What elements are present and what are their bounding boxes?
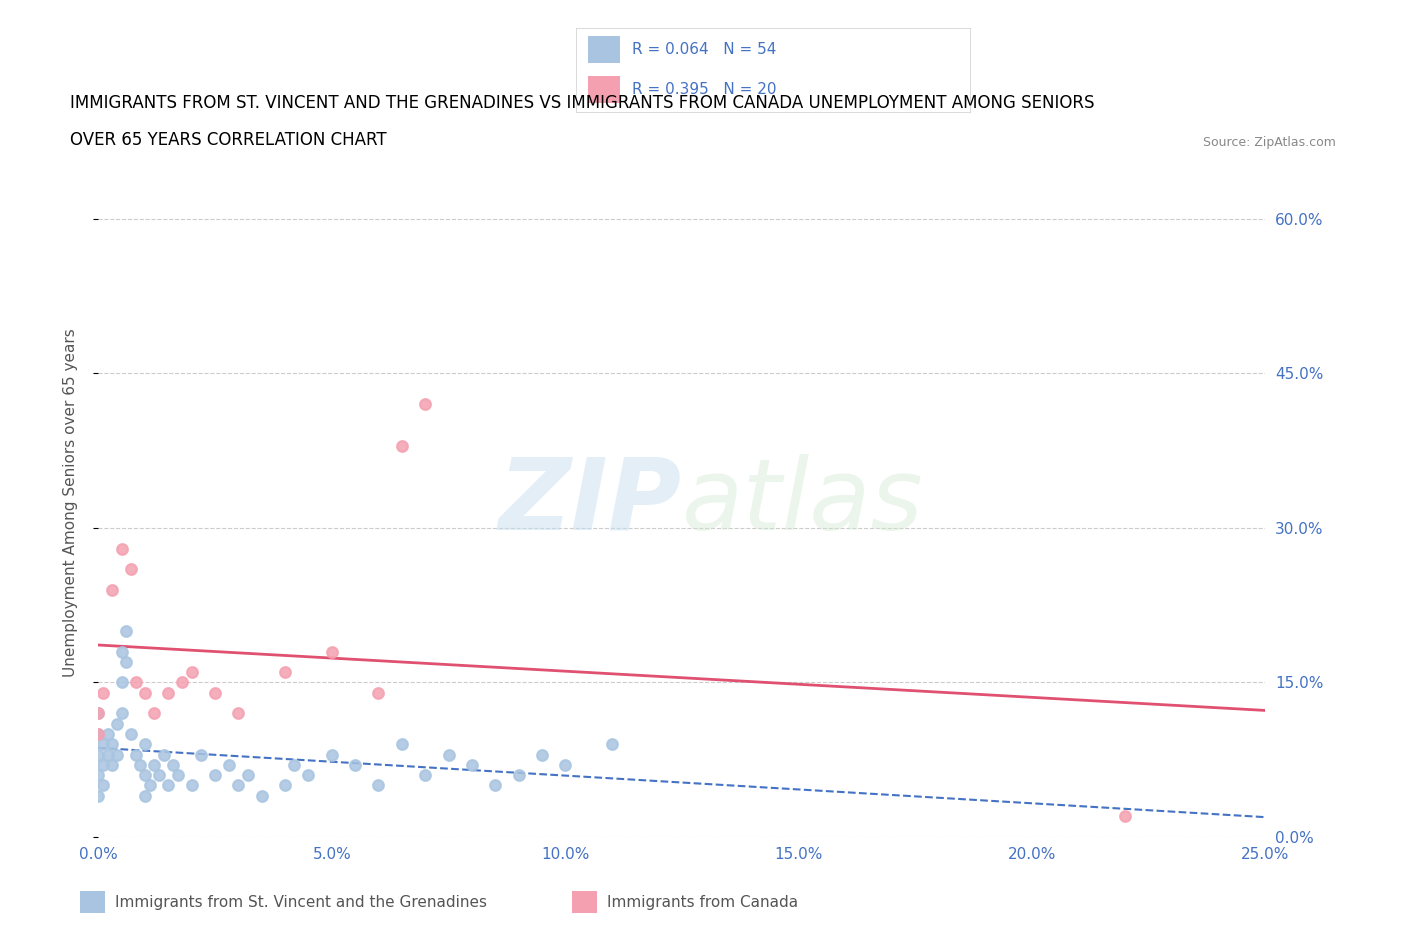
Point	[129, 757, 152, 772]
Text: Source: ZipAtlas.com: Source: ZipAtlas.com	[1202, 136, 1336, 149]
Point	[204, 768, 226, 783]
Point	[413, 768, 436, 783]
Point	[391, 438, 413, 453]
Point	[115, 623, 138, 638]
Point	[283, 757, 305, 772]
Point	[172, 675, 194, 690]
Point	[190, 747, 212, 762]
Point	[274, 665, 297, 680]
Point	[125, 675, 148, 690]
Point	[297, 768, 319, 783]
Point	[91, 737, 114, 751]
Point	[508, 768, 530, 783]
Point	[115, 655, 138, 670]
Point	[87, 789, 110, 804]
Point	[91, 685, 114, 700]
Point	[250, 789, 273, 804]
Text: OVER 65 YEARS CORRELATION CHART: OVER 65 YEARS CORRELATION CHART	[70, 131, 387, 149]
Point	[600, 737, 623, 751]
Point	[274, 778, 297, 793]
Text: R = 0.064   N = 54: R = 0.064 N = 54	[631, 42, 776, 57]
Point	[87, 706, 110, 721]
Point	[111, 541, 134, 556]
Text: IMMIGRANTS FROM ST. VINCENT AND THE GRENADINES VS IMMIGRANTS FROM CANADA UNEMPLO: IMMIGRANTS FROM ST. VINCENT AND THE GREN…	[70, 94, 1095, 112]
Point	[134, 737, 156, 751]
Point	[87, 726, 110, 741]
Point	[204, 685, 226, 700]
Point	[101, 757, 124, 772]
FancyBboxPatch shape	[80, 891, 104, 913]
Point	[554, 757, 576, 772]
Point	[367, 778, 389, 793]
Point	[111, 706, 134, 721]
Point	[143, 757, 166, 772]
Point	[166, 768, 188, 783]
Text: R = 0.395   N = 20: R = 0.395 N = 20	[631, 83, 776, 98]
Point	[134, 768, 156, 783]
Point	[530, 747, 553, 762]
Point	[105, 716, 128, 731]
Point	[111, 675, 134, 690]
Point	[413, 397, 436, 412]
Point	[139, 778, 162, 793]
Point	[143, 706, 166, 721]
Text: atlas: atlas	[682, 454, 924, 551]
FancyBboxPatch shape	[588, 76, 620, 103]
Point	[97, 747, 120, 762]
Point	[391, 737, 413, 751]
Point	[157, 778, 180, 793]
Y-axis label: Unemployment Among Seniors over 65 years: Unemployment Among Seniors over 65 years	[63, 328, 77, 677]
Point	[236, 768, 259, 783]
Point	[87, 747, 110, 762]
Point	[180, 665, 202, 680]
Point	[111, 644, 134, 659]
Point	[228, 778, 250, 793]
Text: ZIP: ZIP	[499, 454, 682, 551]
Point	[105, 747, 128, 762]
Point	[87, 768, 110, 783]
Point	[152, 747, 174, 762]
Point	[120, 726, 142, 741]
Point	[91, 757, 114, 772]
Point	[120, 562, 142, 577]
Point	[180, 778, 202, 793]
Point	[125, 747, 148, 762]
Point	[1114, 809, 1136, 824]
Point	[437, 747, 460, 762]
Point	[344, 757, 367, 772]
Point	[134, 789, 156, 804]
Point	[321, 644, 343, 659]
Point	[162, 757, 184, 772]
Point	[87, 706, 110, 721]
Point	[101, 737, 124, 751]
FancyBboxPatch shape	[588, 36, 620, 63]
Text: Immigrants from St. Vincent and the Grenadines: Immigrants from St. Vincent and the Gren…	[115, 895, 486, 910]
Point	[367, 685, 389, 700]
Text: Immigrants from Canada: Immigrants from Canada	[607, 895, 797, 910]
FancyBboxPatch shape	[572, 891, 596, 913]
Point	[321, 747, 343, 762]
Point	[97, 726, 120, 741]
Point	[228, 706, 250, 721]
Point	[157, 685, 180, 700]
Point	[461, 757, 484, 772]
Point	[87, 726, 110, 741]
Point	[134, 685, 156, 700]
Point	[484, 778, 506, 793]
Point	[101, 582, 124, 597]
Point	[91, 778, 114, 793]
Point	[218, 757, 240, 772]
Point	[148, 768, 170, 783]
